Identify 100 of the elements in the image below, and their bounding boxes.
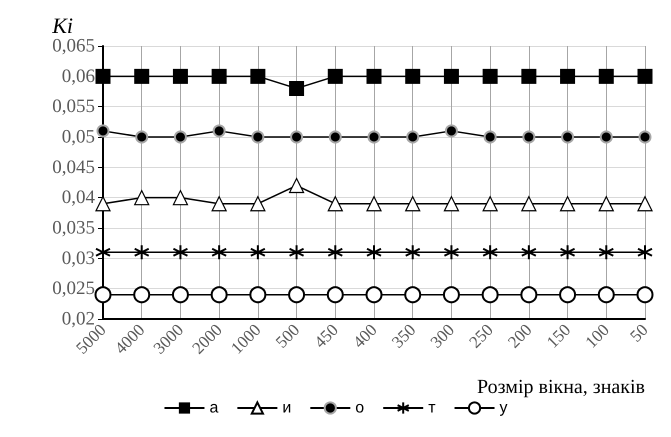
x-tick-label: 250 [465, 320, 497, 352]
x-tick-label: 500 [272, 320, 304, 352]
point [442, 286, 460, 304]
y-tick-label: 0,04 [62, 187, 96, 208]
point [96, 124, 110, 138]
x-tick-label: 100 [582, 320, 614, 352]
y-tick-label: 0,045 [52, 156, 95, 178]
point [482, 196, 498, 212]
point [521, 196, 536, 212]
point [327, 244, 344, 260]
x-tick-label: 350 [388, 320, 420, 352]
point [405, 68, 420, 84]
point [482, 68, 498, 84]
legend-label: и [282, 400, 292, 416]
point [250, 196, 266, 212]
point [250, 68, 266, 84]
point [172, 68, 188, 84]
point [600, 130, 613, 144]
point [598, 286, 615, 304]
point [521, 68, 536, 84]
point [404, 286, 422, 304]
point [174, 130, 187, 144]
legend-label: у [500, 400, 508, 416]
point [444, 196, 460, 212]
point [443, 244, 460, 260]
point [328, 68, 343, 84]
point [405, 196, 420, 212]
x-tick-label: 450 [310, 320, 342, 352]
x-tick-label: 50 [626, 320, 652, 346]
point [561, 130, 574, 144]
point [598, 196, 614, 212]
point [249, 286, 266, 304]
y-tick-label: 0,05 [62, 126, 95, 148]
point [560, 196, 576, 212]
point [560, 68, 576, 84]
point [560, 244, 576, 260]
point [598, 68, 614, 84]
point [172, 286, 189, 304]
point [133, 286, 150, 304]
point [406, 130, 420, 144]
point [520, 244, 537, 260]
point [520, 286, 538, 304]
point [404, 244, 421, 260]
point [366, 286, 382, 304]
legend-label: т [428, 400, 436, 416]
point [598, 244, 614, 260]
point [636, 286, 654, 304]
point [328, 130, 342, 144]
point [637, 196, 653, 212]
legend-label: а [209, 400, 218, 416]
legend-label: о [355, 400, 364, 416]
point [212, 124, 226, 138]
point [444, 68, 459, 84]
point [559, 286, 576, 304]
point [482, 244, 498, 260]
point [134, 244, 150, 260]
point [95, 196, 111, 212]
point [134, 190, 150, 206]
point [638, 130, 652, 144]
point [328, 196, 343, 212]
point [288, 178, 304, 194]
x-tick-label: 300 [426, 320, 458, 352]
point [212, 196, 227, 212]
point [212, 68, 227, 84]
y-tick-label: 0,03 [62, 248, 95, 269]
point [210, 286, 228, 304]
point [638, 68, 652, 84]
point [135, 130, 148, 144]
point [96, 68, 110, 84]
point [366, 68, 382, 84]
point [288, 286, 306, 304]
point [172, 244, 188, 260]
x-tick-label: 150 [542, 320, 574, 352]
y-tick-label: 0,06 [62, 66, 95, 87]
x-tick-label: 400 [349, 320, 381, 352]
point [289, 80, 304, 96]
y-tick-label: 0,065 [52, 36, 95, 56]
x-tick-label: 200 [504, 320, 536, 352]
y-axis-title: Ki [51, 13, 73, 38]
point [94, 286, 112, 304]
point [368, 130, 380, 144]
point [288, 244, 305, 260]
x-tick-label: 4000 [110, 320, 148, 358]
y-tick-label: 0,025 [52, 278, 95, 300]
point [251, 130, 264, 144]
point [211, 244, 228, 260]
x-axis-title: Розмір вікна, знаків [477, 376, 645, 398]
point [482, 286, 499, 304]
point [326, 286, 344, 304]
point [444, 124, 458, 138]
point [366, 244, 382, 260]
y-tick-label: 0,035 [52, 218, 95, 238]
y-tick-label: 0,055 [52, 96, 95, 118]
point [366, 196, 382, 212]
point [290, 130, 304, 144]
point [484, 130, 497, 144]
point [637, 244, 653, 260]
point [172, 190, 188, 206]
point [134, 68, 150, 84]
point [522, 130, 536, 144]
